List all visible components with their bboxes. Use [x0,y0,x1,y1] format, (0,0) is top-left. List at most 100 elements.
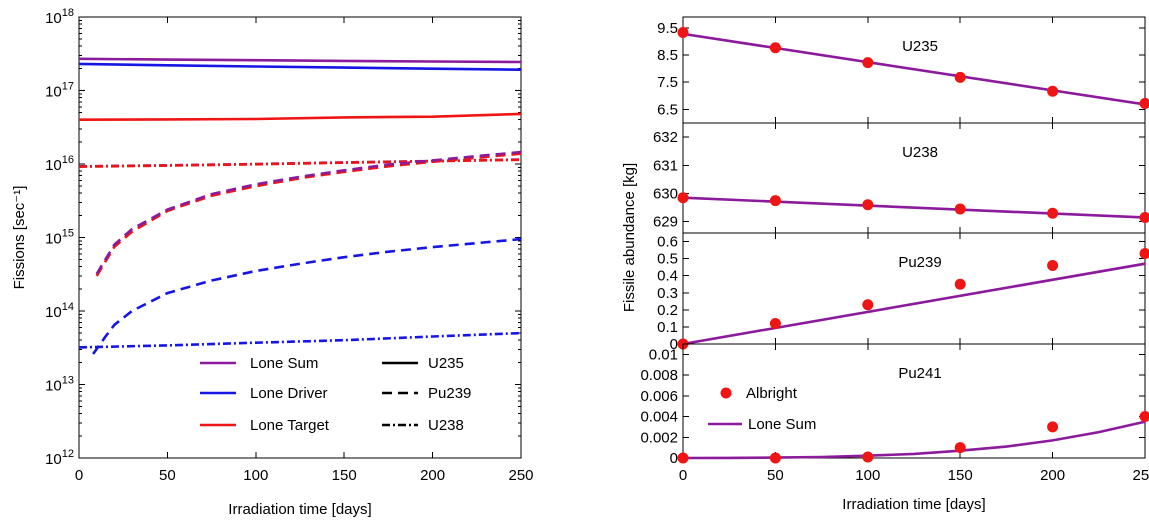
x-tick-label: 250 [508,467,533,484]
y-tick-label: 1015 [45,228,74,248]
fissions-chart: 1012 1013 1014 1015 1016 1017 1018 0 50 100 150 200… [11,7,534,518]
y-tick-label: 1017 [45,81,74,101]
y-tick-label: 631 [653,157,678,174]
x-tick-label: 150 [332,467,357,484]
albright-point [1047,85,1059,97]
albright-point [677,192,689,204]
y-tick-label: 1012 [45,448,74,468]
albright-point [862,199,874,211]
y-tick-label: 0.6 [657,234,678,251]
panel-title: U238 [902,144,938,161]
legend: Albright Lone Sum [708,385,816,433]
albright-point [769,195,781,207]
albright-point [677,26,689,38]
y-tick-label: 0.1 [657,319,678,336]
y-tick-label: 0.01 [649,346,678,363]
y-axis-label: Fissions [sec⁻¹] [11,186,28,290]
y-tick-label: 0.004 [640,409,678,426]
lone-sum-line [682,196,1146,219]
legend-label: Lone Target [250,417,330,434]
albright-point [769,318,781,330]
albright-point [769,452,781,464]
x-tick-label: 100 [855,467,880,484]
x-tick-label: 0 [679,467,687,484]
albright-point [1047,259,1059,271]
albright-point [1139,211,1149,223]
x-axis-label: Irradiation time [days] [228,501,371,518]
x-tick-label: 50 [767,467,784,484]
series-line-lone-target-u235 [78,112,522,121]
series-line-lone-sum-u235 [78,57,522,64]
albright-point [1139,247,1149,259]
x-tick-label: 200 [420,467,445,484]
y-tick-label: 632 [653,129,678,146]
series-line-lone-target-u238 [78,158,522,168]
x-tick-label: 50 [159,467,176,484]
albright-point [1139,411,1149,423]
legend-swatch [720,387,732,399]
y-tick-label: 0.008 [640,367,678,384]
y-tick-label: 9.5 [657,20,678,37]
lone-sum-line [682,32,1146,106]
albright-point [769,42,781,54]
albright-point [862,299,874,311]
panel-frame [682,232,1146,345]
lone-sum-line [682,262,1146,346]
albright-point [1139,97,1149,109]
x-tick-label: 250 [1132,467,1149,484]
x-tick-label: 0 [75,467,83,484]
y-tick-label: 0.4 [657,268,678,285]
legend-label: Lone Sum [748,416,816,433]
legend-label: Pu239 [428,385,471,402]
y-tick-label: 1014 [45,301,74,321]
series-line-lone-target-pu239 [95,152,522,277]
albright-point [954,442,966,454]
legend-label: U235 [428,355,464,372]
panel-u235: 9.5 8.5 7.5 6.5 U235 [657,16,1149,124]
y-tick-label: 8.5 [657,47,678,64]
panel-title: Pu239 [898,254,941,271]
albright-point [954,278,966,290]
y-tick-label: 0.5 [657,251,678,268]
y-tick-label: 1018 [45,7,74,27]
panel-frame [682,122,1146,234]
series-line-lone-driver-u238 [78,331,522,349]
albright-point [1047,207,1059,219]
legend-label: Lone Driver [250,385,328,402]
albright-point [862,57,874,69]
x-axis-label: Irradiation time [days] [842,496,985,513]
albright-point [677,452,689,464]
series-line-lone-driver-pu239 [92,237,522,355]
albright-point [862,451,874,463]
albright-point [954,71,966,83]
panel-frame [682,343,1146,459]
legend: Lone Sum Lone Driver Lone Target U235 Pu239 U… [200,355,471,434]
legend-label: U238 [428,417,464,434]
y-tick-label: 630 [653,186,678,203]
legend-label: Albright [746,385,798,402]
fissile-abundance-chart: 9.58.57.56.5U235632631630629U2380.60.50.… [621,16,1149,513]
y-tick-label: 1016 [45,154,74,174]
series-line-lone-driver-u235 [78,62,522,71]
panel-title: U235 [902,38,938,55]
panel-pu239: 0.60.50.40.30.20.10 Pu239 [657,232,1149,353]
x-tick-label: 150 [948,467,973,484]
x-tick-label: 100 [243,467,268,484]
albright-point [1047,421,1059,433]
y-tick-label: 0.3 [657,285,678,302]
panel-title: Pu241 [898,365,941,382]
y-tick-label: 0.2 [657,302,678,319]
y-tick-label: 629 [653,214,678,231]
y-tick-label: 0.006 [640,388,678,405]
y-axis-label: Fissile abundance [kg] [621,163,638,312]
panel-pu241: 0.01 0.008 0.006 0.004 0.002 0 Pu241 [640,343,1149,467]
y-tick-label: 7.5 [657,74,678,91]
y-tick-label: 0 [670,336,678,353]
albright-point [954,203,966,215]
panel-u238: 632 631 630 629 U238 [653,122,1149,234]
y-tick-label: 6.5 [657,101,678,118]
y-tick-label: 0 [670,450,678,467]
lone-sum-line [682,420,1146,460]
y-tick-label: 0.002 [640,429,678,446]
